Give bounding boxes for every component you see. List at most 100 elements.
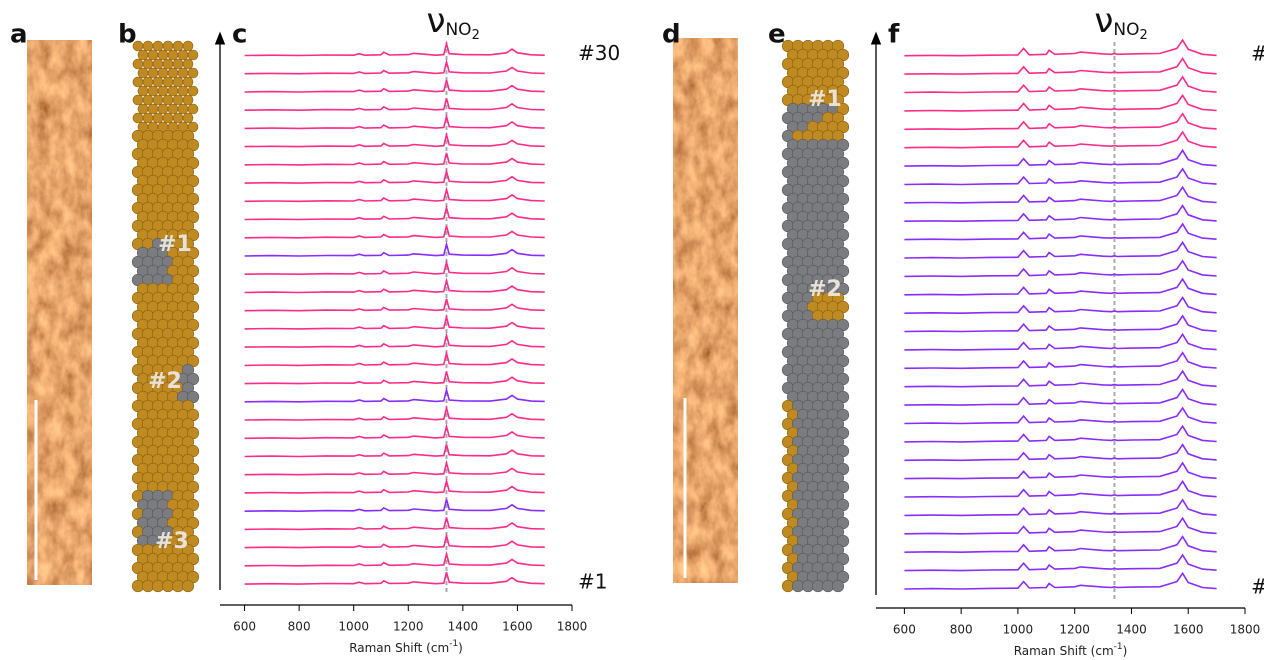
atom [152, 58, 164, 70]
atom [182, 94, 194, 106]
x-tick-label: 1800 [557, 620, 588, 634]
spectrum [904, 571, 1217, 590]
panel-letter: f [888, 20, 900, 50]
spectrum [244, 332, 545, 348]
spectrum [244, 405, 545, 421]
spectrum [904, 240, 1217, 259]
atomic-model [131, 40, 200, 593]
panel-letter: d [662, 20, 681, 50]
spectrum [244, 40, 545, 57]
labels: a b c d e f #1 #2 #3 #1 #2 [10, 20, 900, 555]
atom [162, 58, 174, 70]
atom [142, 112, 154, 124]
spectrum [904, 259, 1217, 278]
spectrum [244, 152, 545, 166]
spectrum [904, 185, 1217, 204]
panel-letter: c [232, 20, 247, 50]
spectrum [244, 225, 545, 239]
x-tick-label: 1200 [1059, 623, 1090, 637]
atom [147, 85, 159, 97]
atom [831, 579, 845, 593]
x-axis-label: Raman Shift (cm-1) [349, 639, 463, 655]
x-axis-label: Raman Shift (cm-1) [1014, 642, 1128, 658]
spectrum [904, 553, 1217, 572]
atom [187, 121, 199, 133]
model-label: #1 [808, 87, 842, 112]
x-tick-label: 600 [893, 623, 916, 637]
atom [132, 58, 144, 70]
x-tick-label: 1400 [448, 620, 479, 634]
x-tick-label: 600 [233, 620, 256, 634]
x-axis-label-sup: -1 [1114, 642, 1123, 652]
model-label: #2 [808, 277, 842, 302]
x-axis-label-text: Raman Shift (cm [1014, 644, 1114, 658]
panel-letter: a [10, 20, 28, 50]
afm-image [673, 38, 738, 583]
x-tick-label: 1800 [1230, 623, 1261, 637]
atom [162, 40, 174, 52]
x-tick-label: 1000 [338, 620, 369, 634]
spectrum [904, 424, 1217, 443]
atom [167, 85, 179, 97]
atom [177, 103, 189, 115]
spectrum [904, 57, 1217, 75]
spectrum [244, 98, 545, 112]
annotation-symbol: ν [426, 1, 445, 41]
spectrum [244, 517, 545, 531]
atom [162, 94, 174, 106]
spectrum [244, 58, 545, 75]
spectrum [244, 550, 545, 567]
atomic-model [781, 39, 850, 593]
annotation: νNO2 [1094, 1, 1147, 43]
atom [137, 67, 149, 79]
spectrum [904, 498, 1217, 517]
atom [137, 49, 149, 61]
atom [167, 67, 179, 79]
atom [152, 40, 164, 52]
spectrum [904, 148, 1217, 167]
spectrum [904, 351, 1217, 370]
spectrum [244, 459, 545, 476]
afm-image [27, 40, 92, 585]
x-tick-label: 800 [288, 620, 311, 634]
atom [182, 40, 194, 52]
x-axis-label-end: ) [458, 641, 463, 655]
atom [142, 76, 154, 88]
x-tick-label: 1000 [1003, 623, 1034, 637]
spectrum [904, 167, 1217, 186]
x-tick-label: 1400 [1116, 623, 1147, 637]
spectrum [904, 112, 1217, 131]
x-tick-label: 1600 [502, 620, 533, 634]
trace-label: #30 [1251, 41, 1264, 65]
x-tick-label: 1200 [393, 620, 424, 634]
annotation-symbol: ν [1094, 1, 1113, 41]
annotation: νNO2 [426, 1, 479, 43]
atom [177, 67, 189, 79]
annotation-sub: NO [445, 20, 471, 40]
spectrum [244, 241, 545, 257]
spectrum [244, 168, 545, 184]
spectrum [244, 371, 545, 385]
atom [187, 67, 199, 79]
plots: 600 800 1000 1200 1400 1600 1800 Raman Shift (c… [214, 1, 1264, 658]
atom [147, 49, 159, 61]
atom [167, 49, 179, 61]
spectrum [904, 535, 1217, 554]
atom [177, 85, 189, 97]
spectrum [244, 113, 545, 130]
atom [157, 103, 169, 115]
spectrum [904, 222, 1217, 241]
spectrum [244, 313, 545, 330]
atom [177, 49, 189, 61]
spectrum [244, 532, 545, 549]
atom [172, 58, 184, 70]
annotation-subsub: 2 [1140, 28, 1148, 43]
atom [137, 85, 149, 97]
atom [172, 94, 184, 106]
spectrum [904, 461, 1217, 480]
spectrum [904, 314, 1217, 333]
spectrum [244, 277, 545, 294]
atom [152, 76, 164, 88]
spectrum [904, 516, 1217, 535]
